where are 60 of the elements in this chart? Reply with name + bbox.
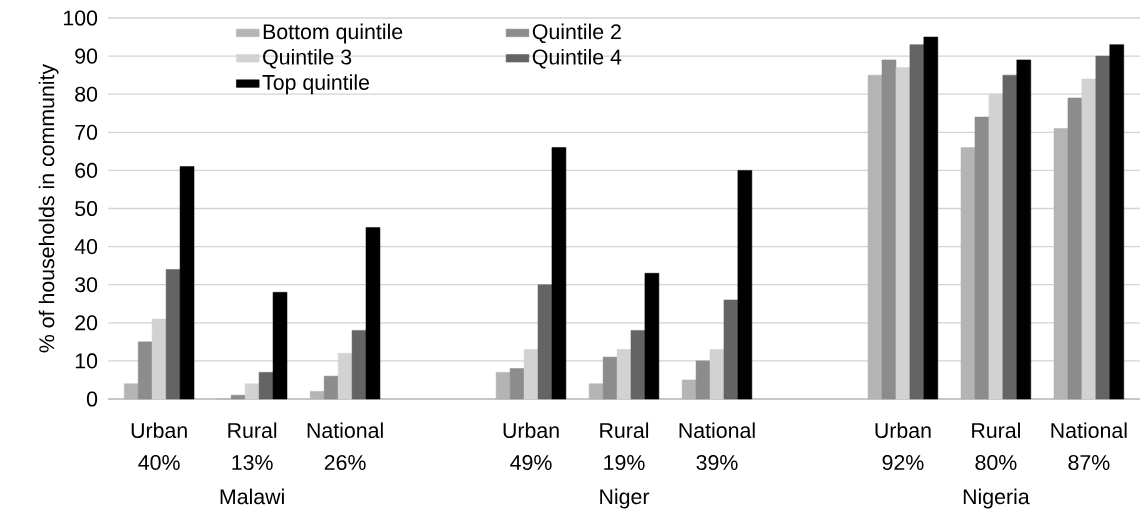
y-tick-label: 40 bbox=[74, 239, 98, 255]
x-tick-label: Urban 49% bbox=[503, 422, 559, 471]
x-tick-label: Urban 92% bbox=[875, 422, 931, 471]
legend-label: Quintile 4 bbox=[532, 48, 622, 69]
bar bbox=[1002, 74, 1018, 400]
x-tick-label: National 39% bbox=[679, 422, 755, 471]
bar bbox=[616, 349, 632, 400]
y-tick-label: 80 bbox=[75, 86, 98, 102]
bar bbox=[351, 330, 367, 400]
legend-label: Top quintile bbox=[262, 74, 370, 95]
x-tick-label: Rural 13% bbox=[228, 422, 277, 471]
bar bbox=[137, 341, 153, 400]
y-tick-label: 30 bbox=[75, 277, 98, 293]
y-tick-label: 0 bbox=[86, 391, 98, 407]
bar bbox=[165, 269, 181, 400]
y-tick-label: 70 bbox=[75, 124, 98, 140]
bar bbox=[1016, 59, 1032, 400]
y-tick-label: 60 bbox=[75, 162, 98, 178]
bar bbox=[1067, 97, 1083, 400]
bar bbox=[272, 292, 288, 400]
bar bbox=[179, 166, 195, 400]
bar bbox=[365, 227, 381, 400]
bar bbox=[323, 375, 339, 400]
x-tick-label: Rural 80% bbox=[972, 422, 1020, 471]
x-tick-label: National 26% bbox=[307, 422, 383, 471]
y-tick-label: 100 bbox=[64, 10, 98, 26]
bar bbox=[1109, 44, 1125, 400]
text: Nigeria bbox=[963, 488, 1030, 509]
y-axis-title: % of households in community bbox=[38, 63, 59, 353]
bar bbox=[602, 356, 618, 400]
bar bbox=[974, 116, 990, 400]
text: Malawi bbox=[220, 488, 284, 505]
bar bbox=[723, 299, 739, 400]
bar bbox=[695, 360, 711, 400]
y-tick-label: 10 bbox=[75, 353, 98, 369]
bar bbox=[509, 368, 525, 400]
bar bbox=[1095, 55, 1111, 400]
bar bbox=[258, 372, 274, 400]
text: Niger bbox=[600, 488, 650, 509]
bar bbox=[244, 383, 260, 400]
bar bbox=[551, 147, 567, 400]
bar bbox=[737, 170, 753, 400]
bar bbox=[630, 330, 646, 400]
bar bbox=[923, 36, 939, 400]
bar bbox=[909, 44, 925, 400]
y-tick-label: 50 bbox=[75, 200, 98, 217]
y-tick-label: 90 bbox=[75, 48, 98, 64]
legend-label: Quintile 3 bbox=[263, 48, 352, 69]
x-tick-label: Rural 19% bbox=[600, 422, 649, 471]
bar bbox=[709, 349, 725, 400]
bar bbox=[881, 59, 897, 400]
y-tick-label: 20 bbox=[75, 315, 98, 331]
x-tick-label: Urban 40% bbox=[131, 422, 187, 471]
bar bbox=[895, 67, 911, 400]
legend-label: Quintile 2 bbox=[532, 23, 621, 44]
x-tick-label: National 87% bbox=[1051, 422, 1127, 471]
bar bbox=[230, 394, 246, 400]
bar bbox=[644, 273, 660, 400]
bar bbox=[537, 284, 553, 400]
legend-label: Bottom quintile bbox=[263, 23, 403, 44]
